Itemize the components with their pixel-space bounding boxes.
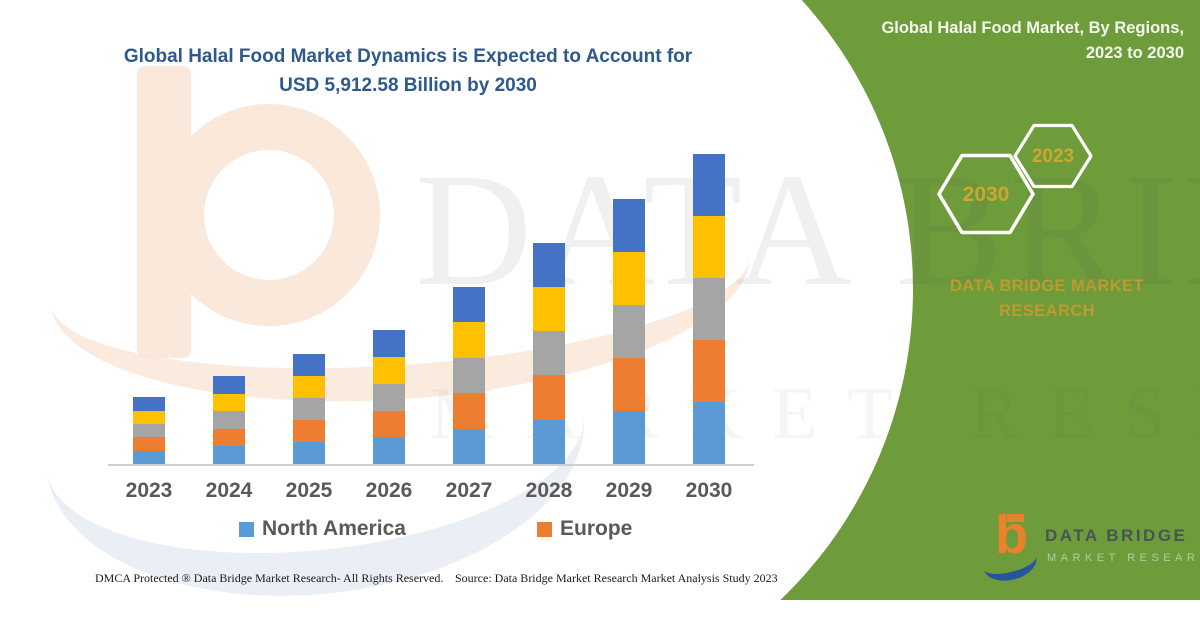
brand-logo-b-flag bbox=[1007, 514, 1024, 522]
x-axis-label-2027: 2027 bbox=[445, 479, 493, 502]
chart-title-line2: USD 5,912.58 Billion by 2030 bbox=[279, 75, 537, 97]
bar-segment-2023-europe bbox=[133, 437, 165, 451]
bar-segment-2028-europe bbox=[533, 375, 565, 420]
x-axis-label-2026: 2026 bbox=[365, 479, 413, 502]
side-panel-brand-caption-line1: DATA BRIDGE MARKET bbox=[950, 277, 1144, 295]
bar-segment-2026-europe bbox=[373, 410, 405, 438]
bar-segment-2026-north-america bbox=[373, 437, 405, 464]
side-panel-brand-caption: DATA BRIDGE MARKET RESEARCH bbox=[927, 274, 1167, 324]
x-axis-label-2029: 2029 bbox=[605, 479, 653, 502]
side-panel-title-line1: Global Halal Food Market, By Regions, bbox=[881, 19, 1184, 37]
brand-logo-swoosh bbox=[979, 539, 1041, 587]
legend-label-europe: Europe bbox=[560, 517, 633, 540]
brand-logo-name: DATA BRIDGE bbox=[1045, 526, 1188, 545]
bar-segment-2026-unlabeled-gray-segment bbox=[373, 383, 405, 411]
bar-segment-2028-unlabeled-yellow-segment bbox=[533, 286, 565, 332]
bar-segment-2024-north-america bbox=[213, 446, 245, 464]
bar-segment-2030-north-america bbox=[693, 402, 725, 464]
bar-segment-2030-unlabeled-yellow-segment bbox=[693, 216, 725, 278]
bar-segment-2029-unlabeled-dark-blue-segment bbox=[613, 198, 645, 252]
x-axis-label-2025: 2025 bbox=[285, 479, 333, 502]
bar-segment-2025-europe bbox=[293, 420, 325, 443]
bar-segment-2025-north-america bbox=[293, 442, 325, 464]
bar-segment-2025-unlabeled-dark-blue-segment bbox=[293, 354, 325, 377]
bar-segment-2026-unlabeled-yellow-segment bbox=[373, 357, 405, 384]
bar-segment-2023-unlabeled-gray-segment bbox=[133, 423, 165, 438]
legend-item-north-america: North America bbox=[239, 517, 406, 541]
bar-segment-2030-unlabeled-dark-blue-segment bbox=[693, 154, 725, 216]
bar-segment-2029-unlabeled-gray-segment bbox=[613, 304, 645, 358]
bar-segment-2029-unlabeled-yellow-segment bbox=[613, 251, 645, 305]
bar-segment-2024-europe bbox=[213, 428, 245, 447]
legend-item-europe: Europe bbox=[537, 517, 632, 541]
bar-segment-2027-unlabeled-gray-segment bbox=[453, 357, 485, 394]
chart-title-line1: Global Halal Food Market Dynamics is Exp… bbox=[123, 46, 693, 67]
bar-segment-2024-unlabeled-gray-segment bbox=[213, 411, 245, 429]
bar-segment-2025-unlabeled-gray-segment bbox=[293, 398, 325, 421]
hexagon-2030-label: 2030 bbox=[962, 183, 1010, 206]
x-axis-label-2024: 2024 bbox=[205, 479, 253, 502]
bar-segment-2023-unlabeled-dark-blue-segment bbox=[133, 397, 165, 411]
bar-segment-2028-unlabeled-dark-blue-segment bbox=[533, 242, 565, 287]
bar-segment-2030-unlabeled-gray-segment bbox=[693, 278, 725, 340]
brand-logo: b DATA BRIDGE MARKET RESEARCH bbox=[979, 505, 1200, 587]
x-axis-label-2028: 2028 bbox=[525, 479, 573, 502]
legend-label-north-america: North America bbox=[262, 517, 406, 540]
x-axis-label-2030: 2030 bbox=[685, 479, 733, 502]
footer-source-text: Source: Data Bridge Market Research Mark… bbox=[455, 571, 778, 585]
bar-segment-2024-unlabeled-dark-blue-segment bbox=[213, 376, 245, 394]
bar-segment-2024-unlabeled-yellow-segment bbox=[213, 393, 245, 412]
stacked-bar-chart: 2023 2024 2025 2026 2027 2028 2029 2030 bbox=[108, 154, 754, 502]
bar-segment-2025-unlabeled-yellow-segment bbox=[293, 376, 325, 399]
bar-segment-2029-europe bbox=[613, 357, 645, 411]
bar-segment-2027-unlabeled-yellow-segment bbox=[453, 322, 485, 358]
side-panel-brand-caption-line2: RESEARCH bbox=[999, 301, 1095, 320]
hexagon-2023-label: 2023 bbox=[1031, 146, 1075, 167]
bar-segment-2027-north-america bbox=[453, 428, 485, 464]
x-axis-label-2023: 2023 bbox=[125, 479, 173, 502]
bar-segment-2027-europe bbox=[453, 393, 485, 429]
bar-segment-2028-north-america bbox=[533, 419, 565, 464]
legend-swatch-north-america bbox=[239, 521, 254, 537]
bar-segment-2029-north-america bbox=[613, 410, 645, 464]
side-panel-title-line2: 2023 to 2030 bbox=[1085, 43, 1184, 62]
bar-segment-2027-unlabeled-dark-blue-segment bbox=[453, 286, 485, 323]
bar-segment-2028-unlabeled-gray-segment bbox=[533, 331, 565, 376]
bar-segment-2023-north-america bbox=[133, 450, 165, 464]
legend-swatch-europe bbox=[537, 521, 552, 537]
chart-title: Global Halal Food Market Dynamics is Exp… bbox=[58, 42, 758, 101]
bar-segment-2030-europe bbox=[693, 340, 725, 402]
bar-segment-2026-unlabeled-dark-blue-segment bbox=[373, 330, 405, 358]
x-axis-line bbox=[108, 464, 754, 466]
brand-logo-subtitle: MARKET RESEARCH bbox=[1047, 552, 1200, 564]
footer-dmca-text: DMCA Protected ® Data Bridge Market Rese… bbox=[95, 571, 444, 585]
bar-segment-2023-unlabeled-yellow-segment bbox=[133, 410, 165, 424]
side-panel-title: Global Halal Food Market, By Regions, 20… bbox=[814, 16, 1184, 66]
